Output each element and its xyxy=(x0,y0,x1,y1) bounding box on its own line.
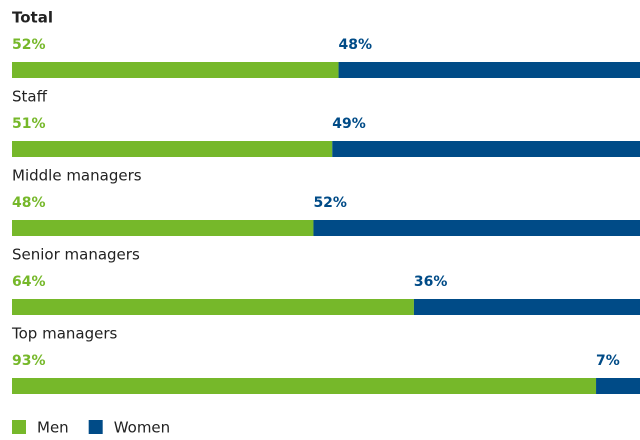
bar-segment xyxy=(338,62,640,78)
value-label: 52% xyxy=(12,37,46,53)
legend-label: Women xyxy=(114,419,170,437)
bar-segment xyxy=(12,62,339,78)
legend-swatch xyxy=(88,420,103,434)
bar-segment xyxy=(596,378,640,394)
legend-swatch xyxy=(12,420,26,434)
category-label: Top managers xyxy=(11,325,118,343)
bar-segment xyxy=(12,378,597,394)
category-label: Senior managers xyxy=(12,246,140,264)
value-label: 52% xyxy=(313,195,347,211)
bar-segment xyxy=(12,220,314,236)
bar-segment xyxy=(413,299,640,315)
category-label: Middle managers xyxy=(12,167,142,185)
value-label: 36% xyxy=(414,274,448,290)
value-label: 51% xyxy=(12,116,46,132)
category-label: Staff xyxy=(12,88,48,106)
value-label: 49% xyxy=(332,116,366,132)
legend-label: Men xyxy=(37,419,69,437)
bar-segment xyxy=(332,141,640,157)
category-label: Total xyxy=(12,9,53,27)
value-label: 93% xyxy=(12,353,46,369)
value-label: 64% xyxy=(12,274,46,290)
value-label: 48% xyxy=(339,37,373,53)
bar-segment xyxy=(12,299,414,315)
value-label: 7% xyxy=(596,353,620,369)
bar-segment xyxy=(12,141,333,157)
value-label: 48% xyxy=(12,195,46,211)
bar-segment xyxy=(313,220,640,236)
